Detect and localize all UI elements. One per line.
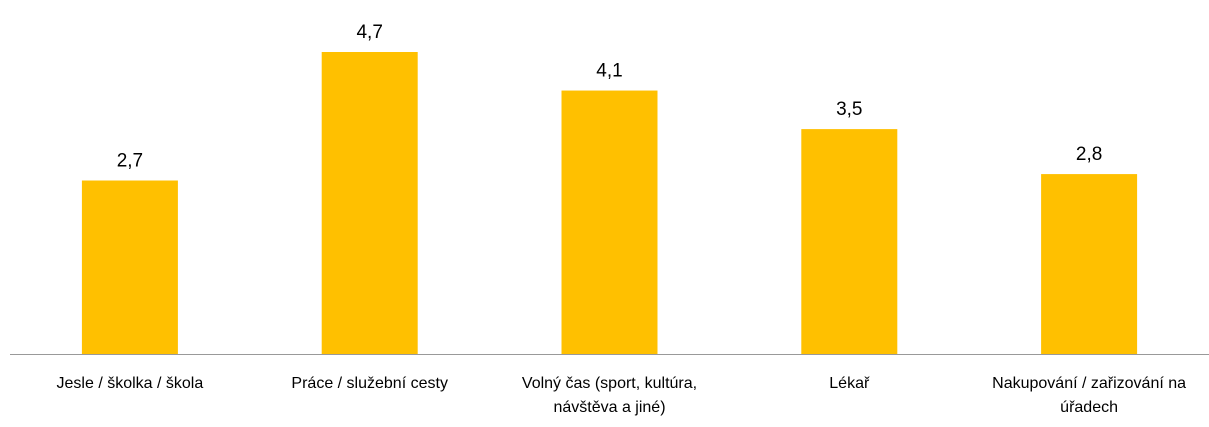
x-tick-label: Jesle / školka / škola xyxy=(56,375,204,392)
bar xyxy=(801,129,898,354)
x-tick-label: Nakupování / zařizování na úřadech xyxy=(992,375,1187,416)
bar xyxy=(561,90,658,354)
x-tick-label: Lékař xyxy=(829,375,870,392)
value-label: 3,5 xyxy=(836,99,862,120)
value-label: 2,7 xyxy=(117,151,143,172)
value-label: 2,8 xyxy=(1076,144,1102,165)
bar xyxy=(81,180,178,354)
x-tick-label: Volný čas (sport, kultúra, návštěva a ji… xyxy=(521,375,698,416)
bar xyxy=(1041,174,1138,354)
value-label: 4,7 xyxy=(356,22,382,43)
bar xyxy=(321,52,418,354)
value-label: 4,1 xyxy=(596,61,622,82)
x-tick-label: Práce / služební cesty xyxy=(291,375,448,392)
